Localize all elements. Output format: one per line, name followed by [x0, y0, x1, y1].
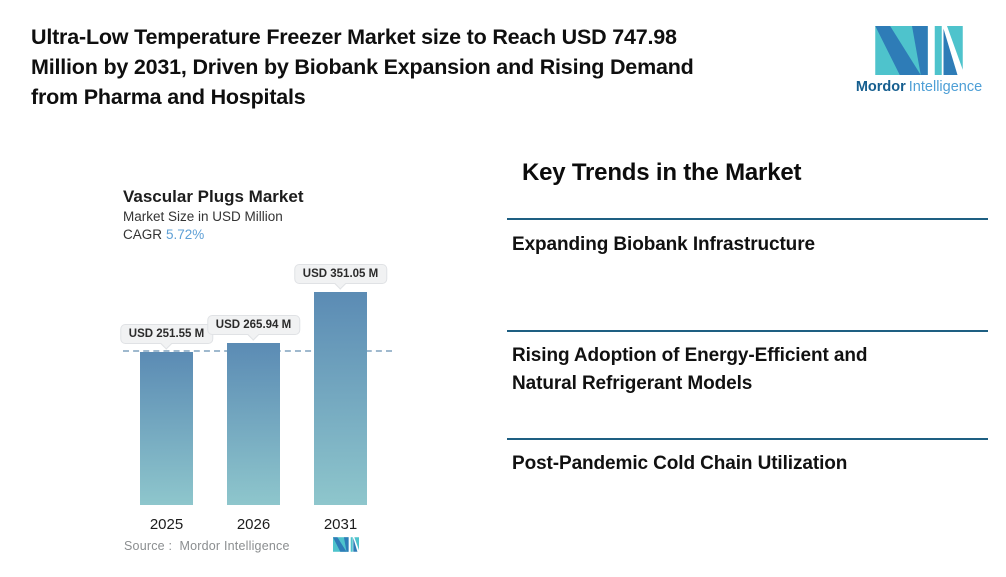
- mordor-intelligence-logo: Mordor Intelligence: [836, 26, 1002, 95]
- x-axis-label-2031: 2031: [323, 516, 358, 533]
- trend-item-3: Post-Pandemic Cold Chain Utilization: [512, 450, 988, 478]
- trend-item-3-line-1: Post-Pandemic Cold Chain Utilization: [512, 453, 848, 474]
- bars-group: USD 251.55 M 2025 USD 265.94 M 2026 USD 351.…: [119, 255, 388, 533]
- trend-item-2-line-1: Rising Adoption of Energy-Efficient and: [512, 345, 868, 366]
- page-title: Ultra-Low Temperature Freezer Market siz…: [31, 22, 694, 112]
- chart-title: Vascular Plugs Market: [123, 187, 304, 206]
- page-title-line-1: Ultra-Low Temperature Freezer Market siz…: [31, 25, 677, 49]
- trend-item-2: Rising Adoption of Energy-Efficient and …: [512, 342, 988, 398]
- bar-2025: [140, 352, 193, 505]
- trend-item-1: Expanding Biobank Infrastructure: [512, 231, 988, 259]
- bar-slot-2031: USD 351.05 M 2031: [293, 255, 388, 533]
- tooltip-notch: [334, 277, 347, 290]
- bar-2026: [227, 343, 280, 505]
- bar-value-label-2026: USD 265.94 M: [206, 315, 301, 341]
- x-axis-label-2026: 2026: [236, 516, 271, 533]
- cagr-label: CAGR: [123, 227, 163, 242]
- mordor-logo-small-icon: [333, 537, 359, 552]
- page-title-line-2: Million by 2031, Driven by Biobank Expan…: [31, 55, 694, 79]
- logo-brand-suffix: Intelligence: [908, 79, 983, 95]
- chart-source: Source : Mordor Intelligence: [124, 539, 290, 553]
- logo-wordmark: Mordor Intelligence: [836, 79, 1002, 95]
- chart-cagr: CAGR 5.72%: [123, 227, 204, 242]
- bar-value-label-2025: USD 251.55 M: [119, 324, 214, 350]
- bar-value-label-2031: USD 351.05 M: [293, 264, 388, 290]
- bar-chart: USD 251.55 M 2025 USD 265.94 M 2026 USD 351.…: [119, 255, 392, 533]
- mordor-logo-icon: [875, 26, 963, 75]
- tooltip-notch: [160, 337, 173, 350]
- bar-slot-2026: USD 265.94 M 2026: [206, 255, 301, 533]
- trend-separator-1: [507, 218, 988, 220]
- trend-separator-2: [507, 330, 988, 332]
- logo-brand-name: Mordor: [855, 79, 906, 95]
- chart-subtitle: Market Size in USD Million: [123, 209, 283, 224]
- page-title-line-3: from Pharma and Hospitals: [31, 85, 306, 109]
- tooltip-notch: [247, 328, 260, 341]
- bar-2031: [314, 292, 367, 505]
- trend-separator-3: [507, 438, 988, 440]
- trends-heading: Key Trends in the Market: [522, 159, 802, 186]
- x-axis-label-2025: 2025: [149, 516, 184, 533]
- bar-slot-2025: USD 251.55 M 2025: [119, 255, 214, 533]
- cagr-value: 5.72%: [166, 227, 205, 242]
- trend-item-1-line-1: Expanding Biobank Infrastructure: [512, 234, 815, 255]
- trend-item-2-line-2: Natural Refrigerant Models: [512, 373, 753, 394]
